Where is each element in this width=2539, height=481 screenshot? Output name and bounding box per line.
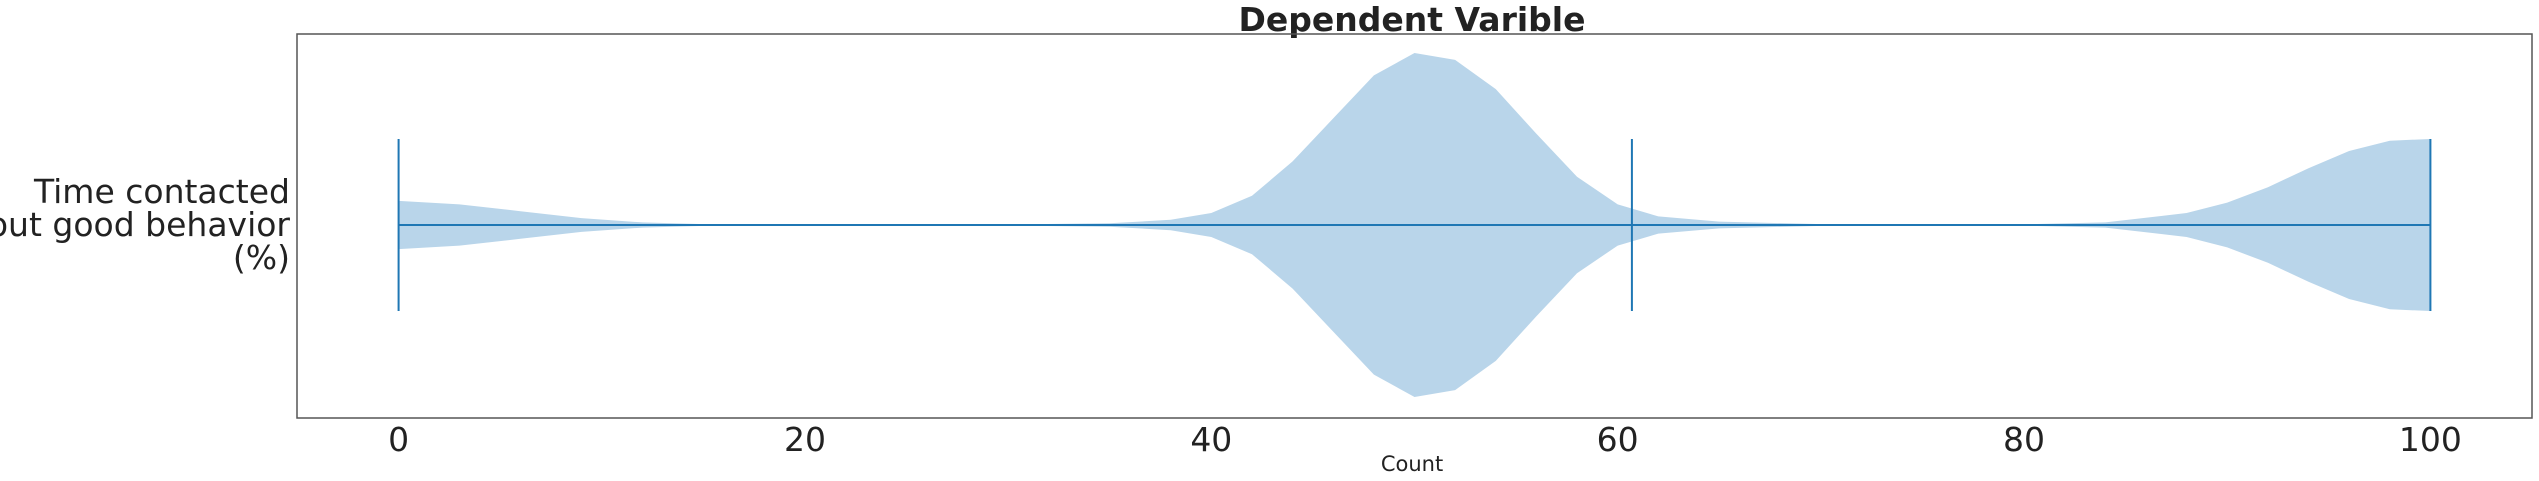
x-tick-label: 100 (2399, 420, 2462, 459)
chart-title: Dependent Varible (1239, 0, 1586, 39)
category-label-line: (%) (233, 238, 290, 277)
category-label: Time contactedabout good behavior(%) (0, 172, 290, 277)
x-axis-label: Count (1381, 452, 1443, 476)
x-tick-label: 40 (1190, 420, 1232, 459)
x-tick-label: 0 (388, 420, 409, 459)
category-label-line: about good behavior (0, 205, 290, 244)
category-label-line: Time contacted (33, 172, 290, 211)
x-tick-label: 80 (2003, 420, 2045, 459)
x-axis-ticks: 0 20 40 60 80 100 (388, 420, 2462, 459)
violin-layer (397, 53, 2432, 397)
x-tick-label: 60 (1597, 420, 1639, 459)
x-tick-label: 20 (784, 420, 826, 459)
plot-frame (296, 33, 2533, 419)
